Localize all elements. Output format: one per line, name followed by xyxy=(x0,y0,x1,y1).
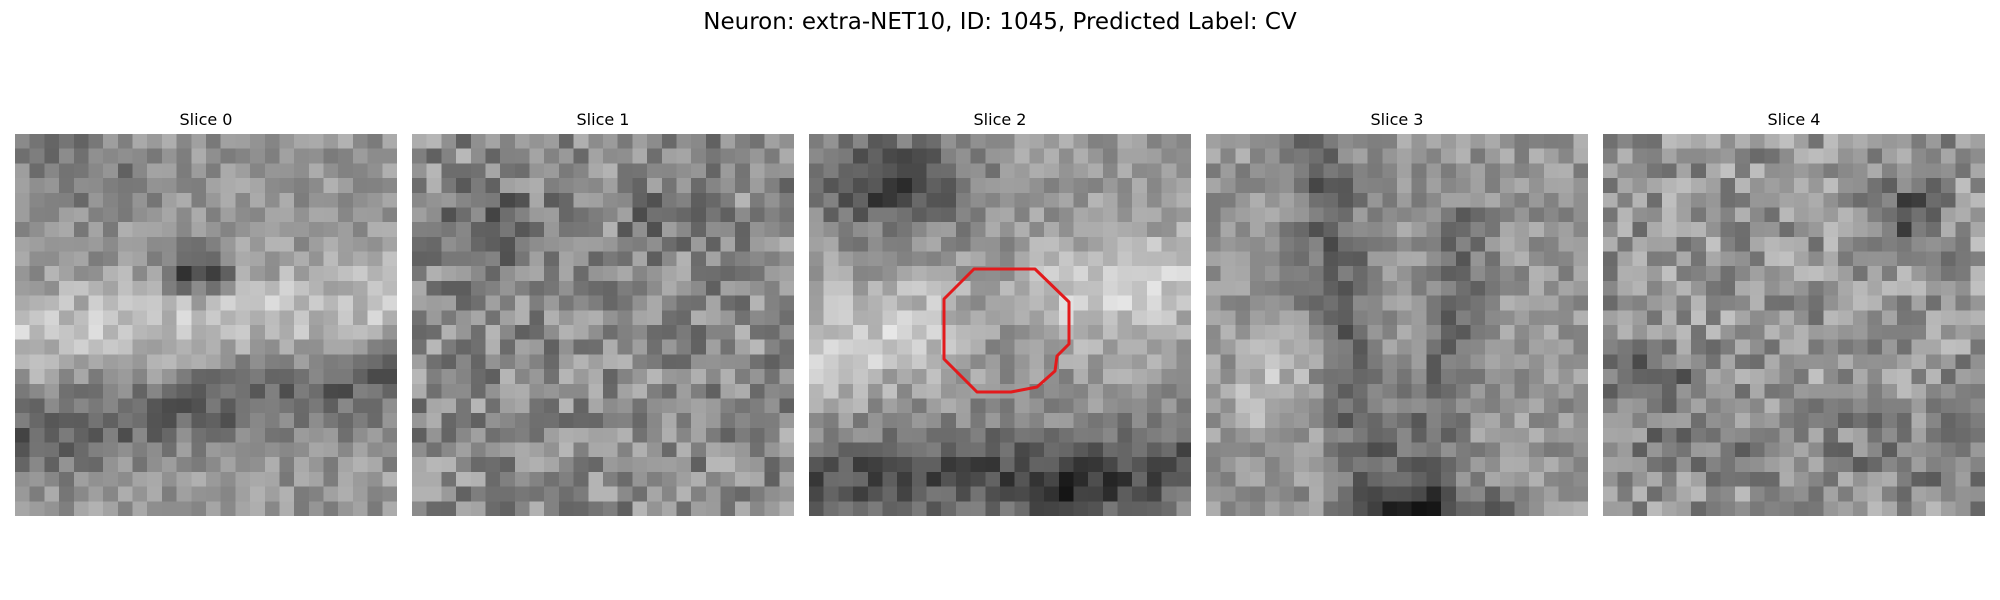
slice-title: Slice 3 xyxy=(1370,110,1424,129)
neuron-outline xyxy=(942,267,1071,394)
slice-image xyxy=(412,134,794,516)
slice-title: Slice 2 xyxy=(973,110,1027,129)
slice-panel-4: Slice 4 xyxy=(1603,107,1985,517)
slice-panel-3: Slice 3 xyxy=(1206,107,1588,517)
slice-panel-2: Slice 2 xyxy=(809,107,1191,517)
slice-image xyxy=(1206,134,1588,516)
slice-image xyxy=(809,134,1191,516)
slice-panel-1: Slice 1 xyxy=(412,107,794,517)
slice-image xyxy=(15,134,397,516)
figure-title: Neuron: extra-NET10, ID: 1045, Predicted… xyxy=(703,9,1297,35)
slice-panel-0: Slice 0 xyxy=(15,107,397,517)
roi-polygon xyxy=(942,267,1071,394)
slice-title: Slice 1 xyxy=(576,110,630,129)
slice-image xyxy=(1603,134,1985,516)
slice-title: Slice 4 xyxy=(1767,110,1821,129)
slice-title: Slice 0 xyxy=(179,110,233,129)
